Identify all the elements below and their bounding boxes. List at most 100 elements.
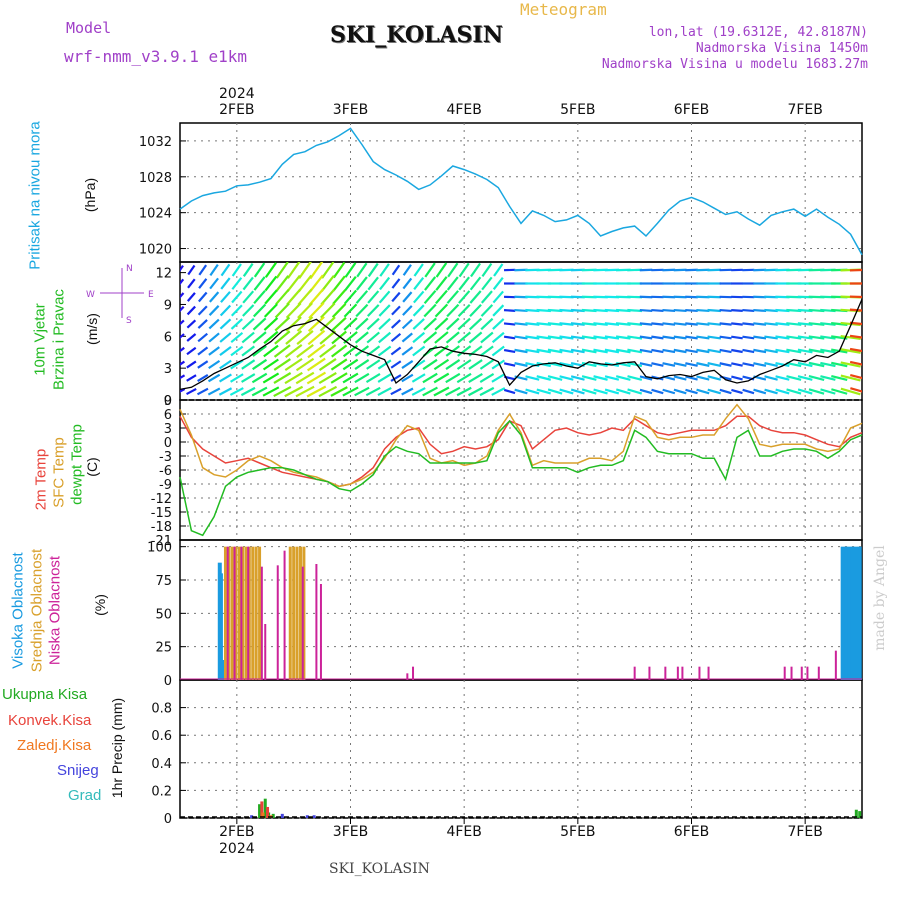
wind-arrow <box>775 322 790 326</box>
y-tick-label: 0.6 <box>151 729 172 744</box>
compass-n: N <box>126 264 133 274</box>
wind-arrow <box>775 388 790 395</box>
wind-arrow <box>197 319 208 329</box>
wind-arrow <box>230 331 244 344</box>
wind-arrow <box>446 317 460 331</box>
wind-arrow <box>356 262 368 278</box>
wind-arrow <box>378 290 391 304</box>
precip-snow-bar <box>250 815 254 818</box>
cloud-mid-bar <box>241 546 245 680</box>
wind-arrow <box>481 276 493 291</box>
wind-arrow <box>275 288 290 306</box>
wind-arrow <box>390 374 402 382</box>
y-tick-label: 1028 <box>139 171 172 186</box>
cloud-low-bar <box>698 666 701 680</box>
wind-arrow <box>391 291 401 303</box>
wind-arrow <box>696 388 710 395</box>
wind-arrow <box>627 388 643 395</box>
wind-arrow <box>685 308 698 313</box>
wind-arrow <box>593 375 608 381</box>
wind-arrow <box>719 308 732 313</box>
wind-arrow <box>491 373 506 383</box>
wind-arrow <box>253 262 266 278</box>
wind-arrow <box>514 348 528 354</box>
wind-arrow <box>639 388 653 395</box>
wind-arrow <box>685 322 698 326</box>
cloud-mid-bar <box>258 546 262 680</box>
cloud-mid-bar <box>254 546 258 680</box>
y-tick-label: 0 <box>164 812 172 827</box>
wind-arrow <box>514 335 528 340</box>
wind-arrow <box>230 318 243 330</box>
wind-arrow <box>731 335 743 340</box>
wind-arrow <box>651 362 664 367</box>
wind-arrow <box>252 303 267 318</box>
wind-arrow <box>775 348 790 354</box>
wind-arrow <box>208 318 220 330</box>
wind-arrow <box>264 262 277 278</box>
wind-arrow <box>230 345 244 357</box>
wind-arrow <box>187 278 196 289</box>
cloud-mid-bar <box>288 546 292 680</box>
wind-arrow <box>320 274 335 293</box>
wind-arrow <box>764 348 778 354</box>
wind-arrow <box>457 303 471 318</box>
cloud-high-bar <box>847 546 852 680</box>
wind-arrow <box>849 295 862 299</box>
coords-text: lon,lat (19.6312E, 42.8187N) <box>648 25 868 40</box>
y-tick-label: -18 <box>151 520 172 535</box>
wind-arrow <box>253 289 266 305</box>
wind-arrow <box>492 318 505 330</box>
wind-arrow <box>581 335 597 340</box>
wind-arrow <box>186 374 197 382</box>
y-tick-label: 0 <box>164 394 172 409</box>
wind-arrow <box>559 361 574 368</box>
wind-arrow <box>831 374 848 382</box>
wind-arrow <box>273 385 292 398</box>
wind-arrow <box>435 289 448 305</box>
wind-arrow <box>707 362 722 367</box>
wind-arrow <box>492 304 505 317</box>
wind-arrow <box>241 345 256 357</box>
wind-arrow <box>673 348 687 354</box>
wind-arrow <box>627 322 643 326</box>
wind-arrow <box>685 335 698 340</box>
date-top-label: 5FEB <box>560 102 595 118</box>
wind-arrow <box>308 288 325 306</box>
wind-arrow <box>435 276 448 291</box>
wind-arrow <box>342 372 359 384</box>
y-tick-label: 25 <box>155 641 172 656</box>
wind-arrow <box>536 335 552 340</box>
wind-arrow <box>457 345 472 357</box>
wind-arrow <box>207 373 221 383</box>
wind-arrow <box>547 388 563 395</box>
wind-arrow <box>422 331 438 344</box>
wind-arrow <box>297 302 313 319</box>
wind-arrow <box>651 308 664 313</box>
wind-arrow <box>719 362 732 367</box>
wind-arrow <box>536 322 552 326</box>
wind-arrow <box>208 346 220 356</box>
wind-arrow <box>253 276 266 291</box>
wind-arrow <box>273 358 291 371</box>
wind-arrow <box>402 264 412 276</box>
wind-arrow <box>391 264 401 276</box>
date-top-label: 7FEB <box>787 102 822 118</box>
wind-arrow <box>263 344 279 358</box>
wind-arrow <box>742 348 755 354</box>
wind-arrow <box>468 386 484 397</box>
wind-arrow <box>503 388 516 395</box>
wind-arrow <box>186 319 197 329</box>
wind-arrow <box>230 373 244 383</box>
wind-arrow <box>651 322 664 326</box>
wind-arrow <box>753 335 767 340</box>
cloud-low-bar <box>226 546 229 680</box>
wind-arrow <box>731 348 743 354</box>
y-tick-label: 0.8 <box>151 702 172 717</box>
wind-arrow <box>186 346 197 356</box>
wind-arrow <box>297 288 313 306</box>
wind-arrow <box>252 358 268 371</box>
wind-arrow <box>402 291 413 303</box>
wind-arrow <box>423 303 437 318</box>
wind-arrow <box>731 308 743 313</box>
